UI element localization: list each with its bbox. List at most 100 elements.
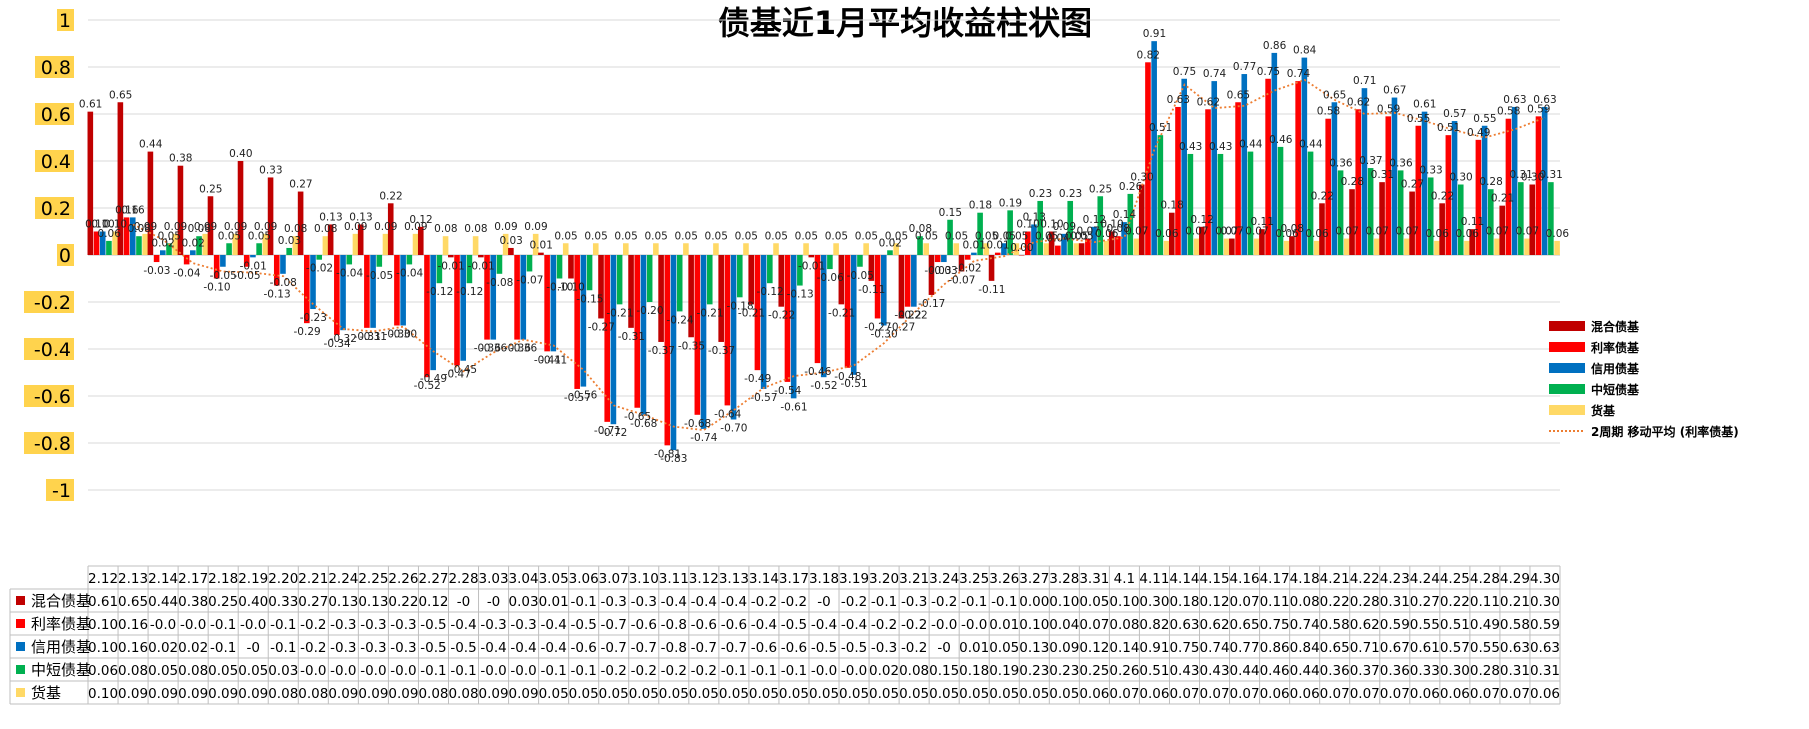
data-label: 0.09	[404, 221, 427, 233]
data-label: 0.08	[909, 223, 932, 235]
y-tick-box	[35, 103, 74, 125]
data-label: 0.43	[1209, 141, 1232, 153]
y-tick-box	[24, 338, 74, 360]
bar	[863, 243, 869, 255]
data-label: 0.07	[1125, 226, 1148, 238]
data-label: 0.08	[464, 223, 487, 235]
data-label: 0.74	[1203, 68, 1227, 80]
bar	[1127, 193, 1134, 255]
bar	[153, 255, 160, 263]
data-label: 0.07	[1486, 226, 1509, 238]
y-tick-label: -0.8	[34, 433, 71, 455]
x-tick-label: 2.13	[118, 571, 148, 587]
table-cell: 0.55	[1410, 617, 1440, 633]
bar	[297, 191, 304, 255]
bar	[1199, 226, 1205, 255]
legend-label: 中短债基	[1591, 382, 1640, 397]
table-cell: 0.84	[1290, 640, 1320, 656]
table-cell: -0.4	[450, 617, 476, 633]
data-label: 0.44	[139, 139, 163, 151]
data-label: 0.05	[644, 230, 667, 242]
data-label: -0.29	[294, 326, 321, 338]
table-cell: 0.07	[1380, 686, 1410, 702]
x-tick-label: 3.21	[899, 571, 929, 587]
data-label: -0.57	[564, 392, 591, 404]
table-cell: 0.06	[1410, 686, 1440, 702]
data-label: 0.05	[885, 230, 908, 242]
table-cell: 0.09	[178, 686, 208, 702]
bar	[1427, 177, 1434, 255]
bar	[1037, 200, 1043, 255]
table-cell: 0.40	[238, 594, 268, 610]
table-cell: 0.91	[1139, 640, 1169, 656]
bar	[1157, 135, 1164, 255]
data-label: 0.75	[1173, 66, 1196, 78]
bar	[250, 255, 256, 258]
data-label: 0.07	[1335, 226, 1358, 238]
table-cell: 0.63	[1500, 640, 1530, 656]
bar	[417, 226, 424, 255]
table-cell: -0.3	[390, 617, 416, 633]
table-cell: -0.2	[691, 663, 717, 679]
y-tick-box	[35, 56, 74, 78]
bar	[874, 255, 881, 319]
bar	[382, 233, 389, 255]
x-tick-label: 2.28	[448, 571, 478, 587]
bar	[880, 255, 887, 326]
bar	[106, 240, 112, 255]
bar	[646, 255, 653, 302]
bar	[262, 233, 269, 255]
bar	[1343, 238, 1350, 255]
data-label: 0.05	[795, 230, 818, 242]
table-cell: -0.2	[661, 663, 687, 679]
table-cell: 0.04	[1049, 617, 1079, 633]
table-cell: -0.0	[330, 663, 356, 679]
data-label: -0.37	[708, 345, 735, 357]
table-cell: 0.06	[1139, 686, 1169, 702]
table-cell: 0.23	[1019, 663, 1049, 679]
bar	[1229, 238, 1235, 255]
table-cell: -0.3	[330, 640, 356, 656]
data-label: -0.74	[690, 432, 717, 444]
legend-swatch	[1549, 342, 1585, 352]
data-label: 0.06	[1275, 228, 1299, 240]
table-cell: -0.0	[961, 617, 987, 633]
bar	[653, 243, 659, 255]
table-cell: 0.07	[1169, 686, 1199, 702]
bar	[790, 255, 797, 399]
table-cell: 0.27	[1410, 594, 1440, 610]
data-label: -0.31	[354, 331, 381, 343]
legend-label: 混合债基	[1591, 319, 1640, 334]
table-cell: -0.0	[510, 663, 536, 679]
bar	[934, 255, 941, 263]
y-tick-box	[24, 385, 74, 407]
data-label: -0.48	[834, 371, 861, 383]
bar	[1073, 243, 1080, 255]
table-cell: 0.09	[509, 686, 539, 702]
data-label: -0.35	[678, 340, 705, 352]
data-label: 0.05	[1005, 230, 1028, 242]
legend-label: 信用债基	[1591, 361, 1640, 376]
bar	[147, 151, 154, 255]
bar	[442, 236, 449, 255]
data-label: 0.31	[1509, 169, 1532, 181]
table-cell: 0.07	[1199, 686, 1229, 702]
table-cell: -0.2	[841, 594, 867, 610]
y-tick-label: 0	[59, 245, 71, 267]
table-cell: -0.1	[781, 663, 807, 679]
table-cell: 0.05	[809, 686, 839, 702]
bar	[370, 255, 376, 328]
data-label: 0.74	[1287, 68, 1311, 80]
x-tick-label: 3.03	[479, 571, 509, 587]
bar	[1415, 125, 1422, 255]
table-cell: 0.07	[1230, 686, 1260, 702]
bar	[508, 247, 514, 255]
y-tick-label: -0.4	[34, 339, 71, 361]
data-label: 0.05	[248, 230, 271, 242]
table-cell: 0.22	[1440, 594, 1470, 610]
trendline-layer	[132, 78, 1546, 432]
bar	[773, 243, 779, 255]
data-label: 0.12	[1190, 214, 1213, 226]
table-cell: -0.5	[781, 617, 807, 633]
data-label: 0.63	[1167, 94, 1190, 106]
